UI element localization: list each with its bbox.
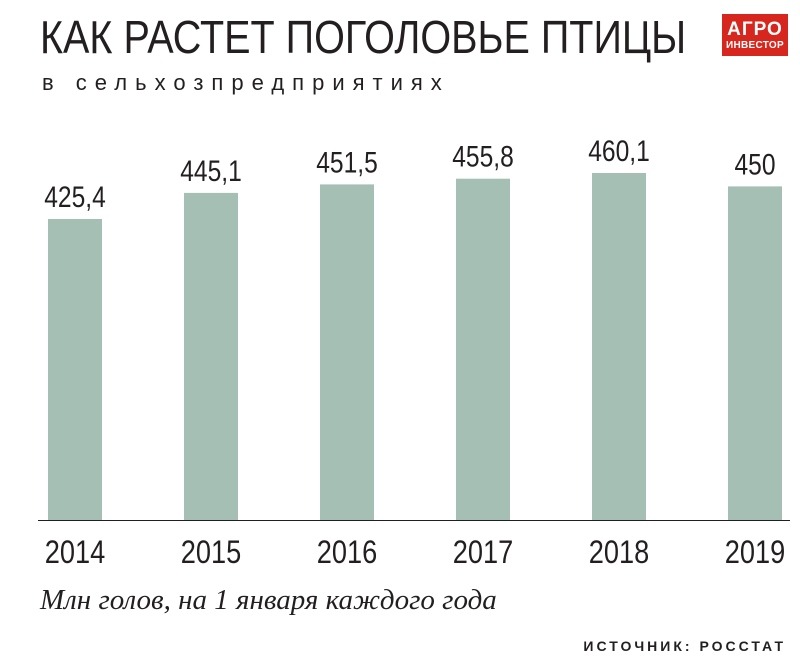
bar-chart: 425,4 2014 445,1 2015 451,5 2016 455,8 2017 460,… <box>38 134 790 571</box>
value-label-2015: 445,1 <box>180 154 242 188</box>
bar-2015 <box>184 192 238 521</box>
bar-2018 <box>592 173 646 520</box>
units-caption: Млн голов, на 1 января каждого года <box>40 584 497 616</box>
bar-2019 <box>728 186 782 521</box>
bar-2017 <box>456 178 510 520</box>
x-tick-label-2017: 2017 <box>453 535 513 571</box>
x-tick-label-2015: 2015 <box>181 535 241 571</box>
agroinvestor-logo: АГРО ИНВЕСТОР <box>722 14 788 56</box>
bar-2014 <box>48 219 102 520</box>
source-label: ИСТОЧНИК: РОССТАТ <box>583 638 786 654</box>
x-tick-label-2019: 2019 <box>725 535 785 571</box>
value-label-2017: 455,8 <box>452 139 514 173</box>
x-tick-label-2014: 2014 <box>45 535 105 571</box>
x-tick-label-2018: 2018 <box>589 535 649 571</box>
x-tick-label-2016: 2016 <box>317 535 377 571</box>
value-label-2014: 425,4 <box>44 180 106 214</box>
chart-subtitle: в сельхозпредприятиях <box>42 70 450 95</box>
bars-group: 425,4 2014 445,1 2015 451,5 2016 455,8 2017 460,… <box>44 134 785 571</box>
value-label-2019: 450 <box>734 147 775 181</box>
logo-line-2: ИНВЕСТОР <box>726 39 784 51</box>
bar-2016 <box>320 184 374 520</box>
chart-title: КАК РАСТЕТ ПОГОЛОВЬЕ ПТИЦЫ <box>40 11 687 63</box>
logo-line-1: АГРО <box>727 18 783 40</box>
value-label-2018: 460,1 <box>588 134 650 168</box>
value-label-2016: 451,5 <box>316 145 378 179</box>
